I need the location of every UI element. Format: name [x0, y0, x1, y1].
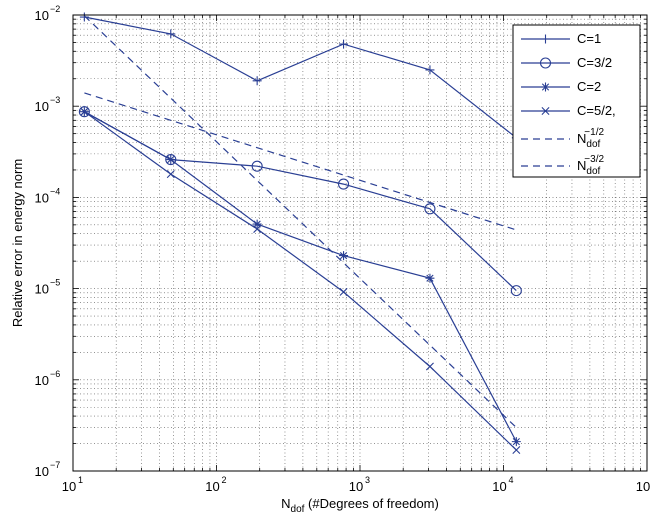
y-tick-label-exponent: −4	[50, 186, 60, 196]
data-point-c1	[425, 65, 435, 75]
data-point-c32	[78, 106, 90, 118]
series-layer	[78, 12, 522, 454]
series-line-n12	[84, 92, 517, 231]
data-point-c1	[79, 12, 89, 22]
y-tick-label-exponent: −5	[50, 278, 60, 288]
series-line-c52	[84, 111, 517, 451]
data-point-c32	[165, 154, 177, 166]
legend-marker-c2	[541, 82, 550, 92]
y-tick-label-exponent: −7	[50, 460, 60, 470]
y-tick-label: 10	[35, 373, 49, 388]
x-tick-label: 10	[205, 479, 219, 494]
x-axis-label: Ndof (#Degrees of freedom)	[281, 496, 439, 515]
x-tick-label: 10	[62, 479, 76, 494]
ticks	[72, 14, 648, 472]
y-tick-label-exponent: −3	[50, 95, 60, 105]
y-tick-label-exponent: −6	[50, 369, 60, 379]
legend-label-n12: Ndof−1/2	[577, 127, 604, 150]
series-n32	[83, 15, 517, 428]
data-point-c52	[253, 225, 262, 234]
tick-labels: 10110210310410510−710−610−510−410−310−2	[35, 4, 650, 494]
series-line-n32	[83, 15, 517, 428]
y-tick-label: 10	[35, 464, 49, 479]
legend-marker-c1	[541, 34, 550, 44]
legend-label-c52: C=5/2,	[577, 103, 616, 118]
x-tick-label-exponent: 4	[509, 475, 514, 485]
data-point-c52	[80, 107, 89, 116]
x-tick-label-exponent: 2	[222, 475, 227, 485]
legend-marker-c32	[539, 57, 552, 69]
legend-entries: C=1 C=3/2 C=2 C=5/2, Ndof−1/2 Ndof−3/2	[521, 31, 616, 177]
data-point-c2	[166, 155, 176, 165]
series-c52	[80, 107, 521, 454]
x-tick-label-exponent: 3	[365, 475, 370, 485]
data-point-c32	[510, 285, 522, 297]
series-line-c1	[84, 16, 517, 139]
x-tick-label: 10	[349, 479, 363, 494]
data-point-c2	[511, 437, 521, 447]
data-point-c32	[337, 178, 350, 190]
legend-marker-c52	[541, 107, 550, 115]
x-tick-label-exponent: 1	[78, 475, 83, 485]
legend-box	[512, 24, 641, 178]
y-axis-label: Relative error in energy norm	[10, 159, 25, 327]
data-point-c52	[425, 362, 434, 371]
series-line-c2	[84, 111, 517, 442]
y-tick-label: 10	[35, 190, 49, 205]
data-point-c1	[166, 29, 176, 39]
data-point-c32	[251, 160, 263, 172]
data-point-c32	[424, 203, 436, 215]
data-point-c52	[339, 287, 348, 296]
y-tick-label: 10	[35, 282, 49, 297]
y-tick-label: 10	[35, 99, 49, 114]
y-tick-label-exponent: −2	[50, 4, 60, 14]
data-point-c52	[512, 445, 521, 454]
legend-label-c2: C=2	[577, 79, 601, 94]
data-point-c1	[252, 76, 262, 86]
data-point-c1	[339, 39, 349, 49]
x-tick-label: 10	[636, 479, 650, 494]
grid	[73, 15, 647, 471]
data-point-c2	[339, 251, 349, 261]
legend-label-n32: Ndof−3/2	[577, 154, 604, 177]
series-n12	[84, 92, 517, 231]
legend-label-c1: C=1	[577, 31, 601, 46]
legend: C=1 C=3/2 C=2 C=5/2, Ndof−1/2 Ndof−3/2	[512, 24, 641, 178]
data-point-c2	[252, 219, 262, 229]
data-point-c2	[425, 273, 435, 283]
legend-label-c32: C=3/2	[577, 55, 612, 70]
y-tick-label: 10	[35, 8, 49, 23]
x-tick-label: 10	[492, 479, 506, 494]
data-point-c52	[166, 170, 175, 179]
series-c2	[79, 107, 521, 447]
